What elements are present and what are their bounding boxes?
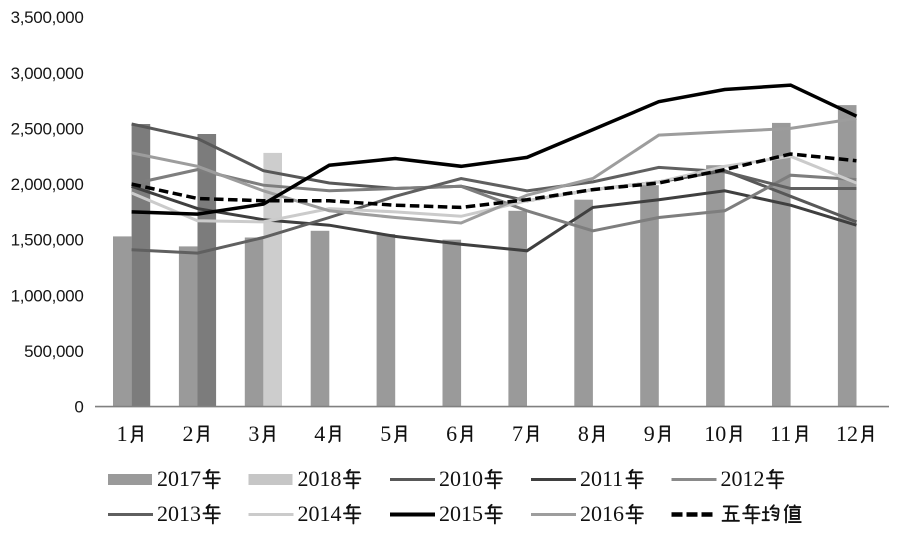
svg-text:3,000,000: 3,000,000 — [11, 64, 84, 83]
svg-text:2012: 2012 — [721, 466, 765, 491]
svg-text:5: 5 — [380, 421, 391, 446]
svg-text:2015: 2015 — [439, 501, 483, 526]
svg-text:8: 8 — [578, 421, 589, 446]
svg-text:2014: 2014 — [298, 501, 342, 526]
svg-text:2,000,000: 2,000,000 — [11, 175, 84, 194]
svg-text:11: 11 — [770, 421, 791, 446]
svg-text:0: 0 — [74, 398, 83, 417]
svg-text:1,000,000: 1,000,000 — [11, 286, 84, 305]
svg-text:2017: 2017 — [157, 466, 201, 491]
svg-text:4: 4 — [314, 421, 325, 446]
svg-text:2016: 2016 — [580, 501, 624, 526]
svg-text:2018: 2018 — [298, 466, 342, 491]
svg-text:2: 2 — [183, 421, 194, 446]
svg-text:2,500,000: 2,500,000 — [11, 119, 84, 138]
svg-text:2011: 2011 — [580, 466, 623, 491]
svg-text:2010: 2010 — [439, 466, 483, 491]
svg-text:2013: 2013 — [157, 501, 201, 526]
svg-text:10: 10 — [704, 421, 726, 446]
svg-text:1: 1 — [117, 421, 128, 446]
svg-text:3,500,000: 3,500,000 — [11, 8, 84, 27]
svg-text:9: 9 — [644, 421, 655, 446]
svg-text:3: 3 — [248, 421, 259, 446]
svg-text:500,000: 500,000 — [24, 342, 83, 361]
svg-text:7: 7 — [512, 421, 523, 446]
svg-text:6: 6 — [446, 421, 457, 446]
svg-text:12: 12 — [836, 421, 858, 446]
svg-text:1,500,000: 1,500,000 — [11, 231, 84, 250]
